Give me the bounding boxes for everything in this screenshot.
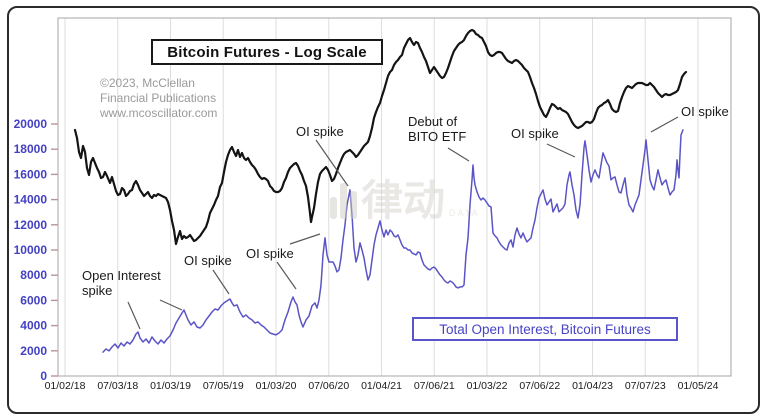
plot-border (57, 17, 732, 377)
annotation-leader-line (315, 139, 349, 187)
annotation-leader-line (546, 143, 576, 158)
chart-figure-frame (7, 6, 760, 414)
annotation-leader-line (127, 301, 141, 330)
annotation-leader-line (276, 261, 297, 290)
annotation-label: OI spike (681, 104, 729, 119)
annotation-label: Debut of BITO ETF (408, 114, 467, 144)
x-axis-label: 01/03/20 (256, 380, 297, 392)
x-axis-label: 07/06/21 (414, 380, 455, 392)
x-axis-label: 01/02/18 (45, 380, 86, 392)
y-axis-label: 16000 (14, 167, 48, 181)
watermark-subtext: DATA (449, 208, 480, 218)
annotation-label: OI spike (511, 126, 559, 141)
annotation-leader-line (212, 269, 230, 295)
copyright-credit: ©2023, McClellan Financial Publications … (100, 76, 218, 120)
y-axis-label: 0 (40, 369, 47, 383)
y-axis-label: 20000 (14, 117, 48, 131)
x-axis-label: 07/06/20 (308, 380, 349, 392)
watermark-text: 律动 (361, 177, 446, 224)
y-axis-label: 2000 (20, 344, 47, 358)
x-axis-label: 07/03/18 (97, 380, 138, 392)
y-axis-label: 6000 (20, 293, 47, 307)
y-axis-label: 12000 (14, 218, 48, 232)
x-axis-label: 07/05/19 (203, 380, 244, 392)
legend-box: Total Open Interest, Bitcoin Futures (412, 317, 678, 341)
annotation-label: Open Interest spike (82, 268, 161, 298)
y-axis-label: 18000 (14, 142, 48, 156)
annotation-label: OI spike (184, 253, 232, 268)
annotation-leader-line (159, 299, 183, 311)
x-axis-label: 01/04/23 (572, 380, 613, 392)
x-axis-label: 01/05/24 (678, 380, 719, 392)
y-axis-label: 4000 (20, 319, 47, 333)
price-line (73, 28, 688, 246)
x-axis-label: 01/04/21 (361, 380, 402, 392)
annotation-label: OI spike (246, 246, 294, 261)
annotation-leader-line (289, 233, 321, 245)
x-axis-label: 01/03/22 (467, 380, 508, 392)
x-axis-label: 07/06/22 (519, 380, 560, 392)
open-interest-line (102, 129, 684, 353)
watermark: 律动 DATA (330, 180, 480, 222)
annotation-leader-line (447, 147, 470, 162)
x-axis-label: 01/03/19 (150, 380, 191, 392)
y-axis-label: 10000 (14, 243, 48, 257)
y-axis-label: 8000 (20, 268, 47, 282)
annotation-leader-line (650, 116, 679, 133)
y-axis-label: 14000 (14, 193, 48, 207)
bar-chart-watermark-icon (330, 183, 357, 219)
chart-title: Bitcoin Futures - Log Scale (151, 39, 383, 65)
annotation-label: OI spike (296, 124, 344, 139)
x-axis-label: 07/07/23 (625, 380, 666, 392)
